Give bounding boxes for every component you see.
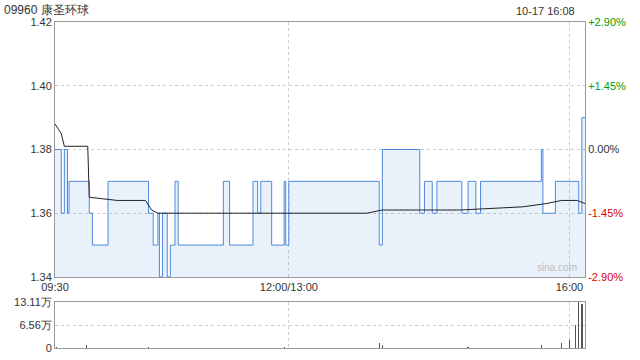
svg-text:+1.45%: +1.45% [588,80,626,92]
svg-text:sina.com: sina.com [537,262,577,273]
svg-text:1.34: 1.34 [30,271,51,283]
svg-text:0: 0 [46,342,52,354]
svg-text:12:00/13:00: 12:00/13:00 [260,281,318,293]
svg-text:09960 康圣环球: 09960 康圣环球 [4,3,89,17]
svg-text:6.56万: 6.56万 [19,319,51,331]
svg-text:-2.90%: -2.90% [588,271,623,283]
svg-text:1.38: 1.38 [30,143,51,155]
svg-text:+2.90%: +2.90% [588,16,626,28]
svg-text:1.40: 1.40 [30,80,51,92]
svg-text:1.42: 1.42 [30,16,51,28]
svg-text:10-17 16:08: 10-17 16:08 [516,5,575,17]
svg-text:09:30: 09:30 [41,281,69,293]
svg-text:1.36: 1.36 [30,207,51,219]
svg-text:13.11万: 13.11万 [14,296,52,308]
svg-text:16:00: 16:00 [556,281,584,293]
svg-text:0.00%: 0.00% [588,143,619,155]
svg-text:-1.45%: -1.45% [588,207,623,219]
